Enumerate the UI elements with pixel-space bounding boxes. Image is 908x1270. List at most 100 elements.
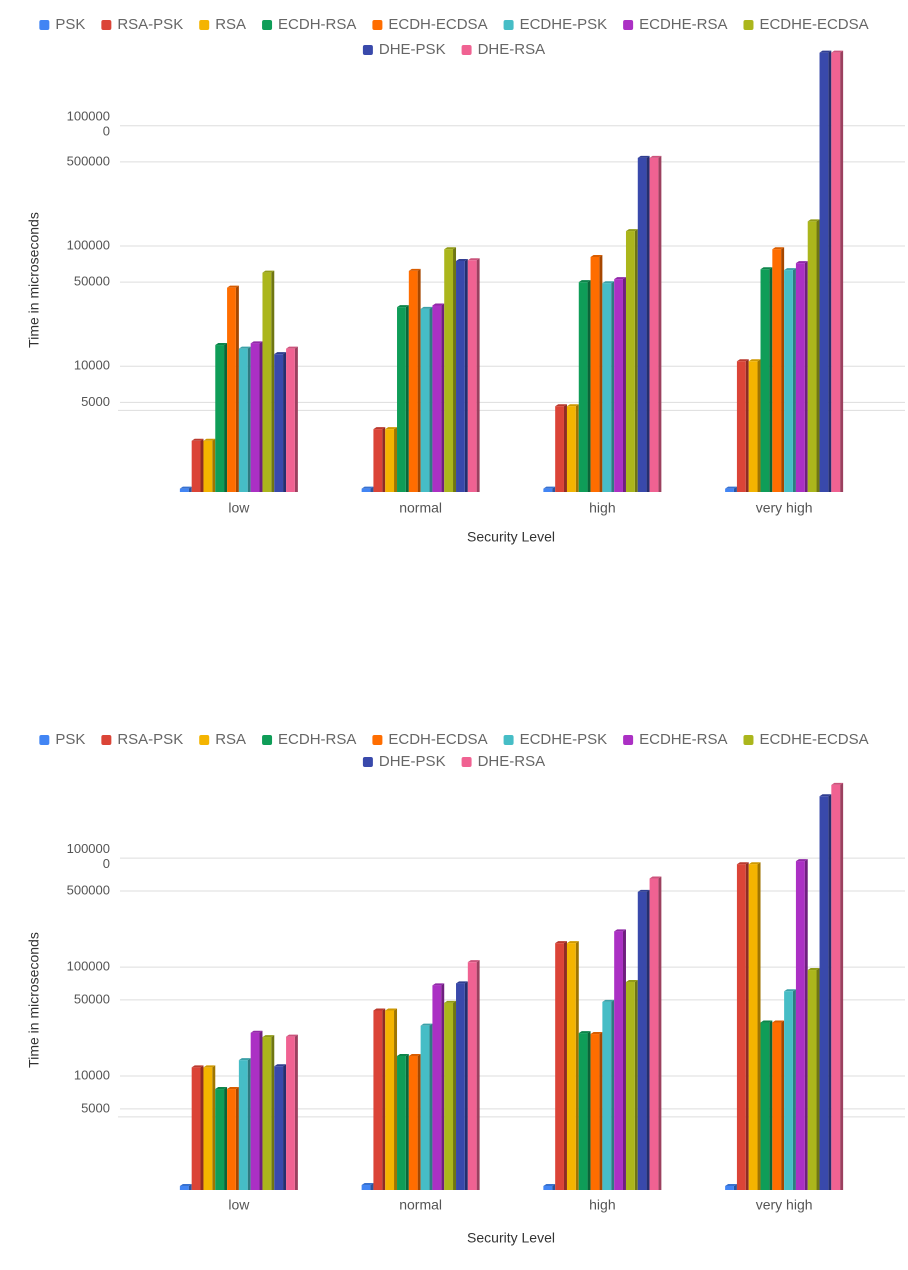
bar-side — [769, 267, 773, 492]
legend-item: ECDHE-ECDSA — [743, 731, 869, 748]
bar-top — [420, 306, 433, 309]
bar-side — [599, 254, 603, 492]
chart: PSK RSA-PSK RSA ECDH-RSA ECDH-ECDSA ECDHE-PSK… — [26, 16, 908, 545]
bar-side — [259, 1030, 263, 1190]
bar — [831, 52, 841, 493]
bar-side — [781, 247, 785, 492]
bar-top — [614, 929, 626, 932]
bar — [373, 1010, 383, 1190]
bar — [227, 287, 236, 492]
legend-label: RSA — [215, 731, 246, 748]
x-tick-label: normal — [399, 1197, 442, 1213]
bar-side — [622, 929, 626, 1190]
bar-side — [781, 1020, 785, 1190]
bar — [215, 1089, 225, 1190]
bar — [262, 272, 272, 492]
bar-top — [725, 1183, 737, 1186]
bar-top — [191, 438, 204, 441]
bar — [784, 270, 793, 492]
bar-side — [271, 270, 275, 492]
bar-side — [757, 359, 761, 492]
bar — [760, 269, 770, 492]
bar — [590, 1034, 600, 1190]
bar — [361, 488, 371, 492]
legend-item: ECDH-ECDSA — [372, 16, 488, 33]
bar — [432, 985, 442, 1190]
bar-top — [286, 346, 298, 349]
bar-top — [179, 486, 192, 489]
bar — [274, 1066, 284, 1190]
bar-top — [819, 50, 832, 53]
bar-side — [405, 1053, 409, 1190]
bar — [286, 348, 295, 492]
bar-top — [227, 1087, 239, 1090]
bar-top — [397, 1053, 409, 1056]
legend-swatch — [362, 757, 373, 767]
bar-top — [602, 281, 615, 284]
bar-side — [394, 427, 398, 492]
bar-top — [772, 1020, 785, 1023]
bar-side — [804, 859, 808, 1190]
legend-swatch — [39, 20, 50, 30]
legend-swatch — [623, 735, 634, 745]
bar — [819, 796, 829, 1190]
legend-swatch — [503, 20, 514, 30]
bar — [614, 279, 623, 492]
bar — [602, 283, 612, 492]
bar-top — [831, 50, 844, 53]
bar — [191, 1067, 201, 1190]
legend-swatch — [262, 735, 273, 745]
bar-top — [361, 1183, 374, 1186]
bar — [432, 305, 442, 492]
bar-side — [745, 359, 749, 492]
bar-top — [555, 404, 567, 407]
bar-side — [200, 438, 204, 492]
bar-top — [262, 1035, 275, 1038]
bar-side — [563, 404, 567, 492]
bar-top — [566, 941, 579, 944]
bar — [819, 52, 829, 493]
bar — [420, 308, 430, 492]
bar — [590, 256, 600, 492]
legend-label: ECDH-ECDSA — [388, 731, 487, 748]
bar-top — [590, 1032, 603, 1035]
bar — [543, 1185, 553, 1190]
bar — [637, 891, 647, 1190]
bar-top — [590, 254, 603, 257]
y-tick-label: 100000 0 — [67, 842, 110, 872]
bar-top — [203, 1065, 216, 1068]
bar-top — [385, 1008, 398, 1011]
legend-item: DHE-PSK — [362, 41, 446, 58]
bar — [649, 157, 659, 492]
legend-label: ECDH-RSA — [278, 731, 356, 748]
bar — [555, 406, 564, 492]
bar-side — [792, 268, 796, 492]
x-tick-label: very high — [756, 500, 813, 516]
legend-label: ECDH-RSA — [278, 16, 356, 33]
bar — [467, 260, 477, 492]
bar — [286, 1036, 295, 1190]
bar-top — [555, 941, 567, 944]
bar-side — [283, 352, 287, 492]
bar-top — [262, 270, 275, 273]
bar-top — [614, 277, 626, 280]
legend-item: RSA-PSK — [101, 731, 183, 748]
bar-top — [444, 247, 457, 250]
bar-side — [294, 346, 298, 492]
legend-label: RSA-PSK — [117, 731, 183, 748]
bar-side — [453, 247, 457, 492]
bar — [444, 1002, 454, 1190]
bar-side — [247, 346, 251, 492]
bar-side — [828, 794, 832, 1190]
y-tick-label: 500000 — [67, 153, 110, 168]
bar-top — [203, 438, 216, 441]
y-tick-label: 100000 — [67, 959, 110, 974]
bar — [807, 970, 817, 1190]
bar-side — [611, 281, 615, 492]
legend-label: DHE-PSK — [379, 41, 446, 58]
bar-side — [212, 438, 216, 492]
bar-top — [807, 968, 820, 971]
bar-side — [224, 1087, 228, 1190]
bar-side — [294, 1034, 298, 1190]
y-tick-label: 50000 — [74, 274, 110, 289]
